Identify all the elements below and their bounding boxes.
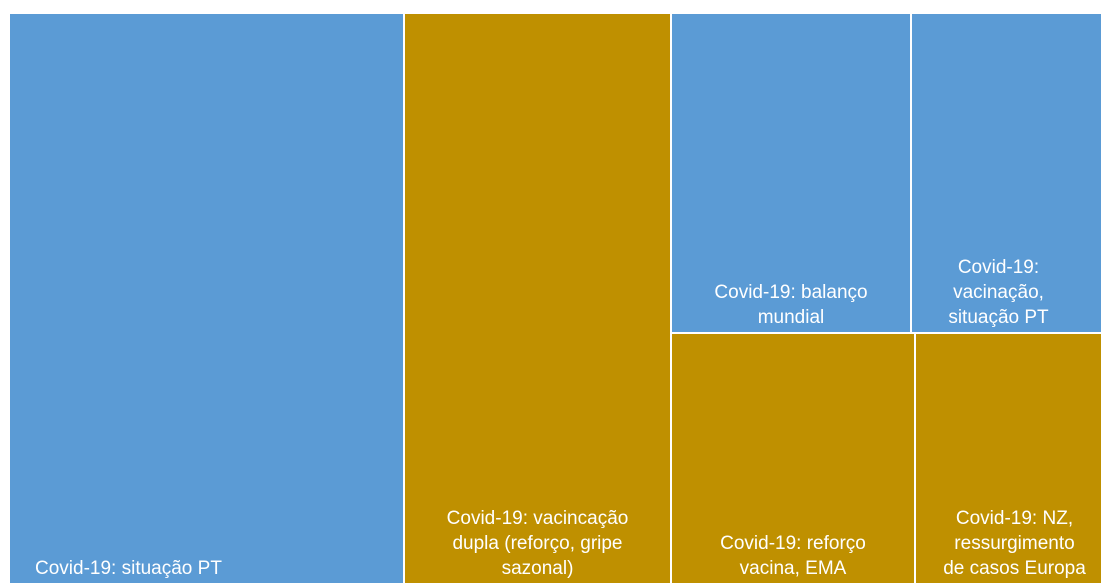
tile-covid-situacao-pt: Covid-19: situação PT xyxy=(10,14,403,583)
tile-covid-vacinacao-situacao-pt: Covid-19: vacinação, situação PT xyxy=(912,14,1101,332)
tile-label: Covid-19: reforço vacina, EMA xyxy=(720,533,866,579)
tile-label: Covid-19: NZ, ressurgimento de casos Eur… xyxy=(943,508,1086,579)
tile-covid-reforco-vacina-ema: Covid-19: reforço vacina, EMA xyxy=(672,334,914,583)
tile-covid-balanco-mundial: Covid-19: balanço mundial xyxy=(672,14,910,332)
tile-label: Covid-19: vacinação, situação PT xyxy=(948,257,1049,328)
tile-label: Covid-19: balanço mundial xyxy=(714,282,868,328)
tile-covid-vacinacao-dupla: Covid-19: vacincação dupla (reforço, gri… xyxy=(405,14,670,583)
tile-label: Covid-19: vacincação dupla (reforço, gri… xyxy=(446,508,629,579)
tile-label: Covid-19: situação PT xyxy=(35,558,222,579)
tile-covid-nz-ressurgimento: Covid-19: NZ, ressurgimento de casos Eur… xyxy=(916,334,1101,583)
